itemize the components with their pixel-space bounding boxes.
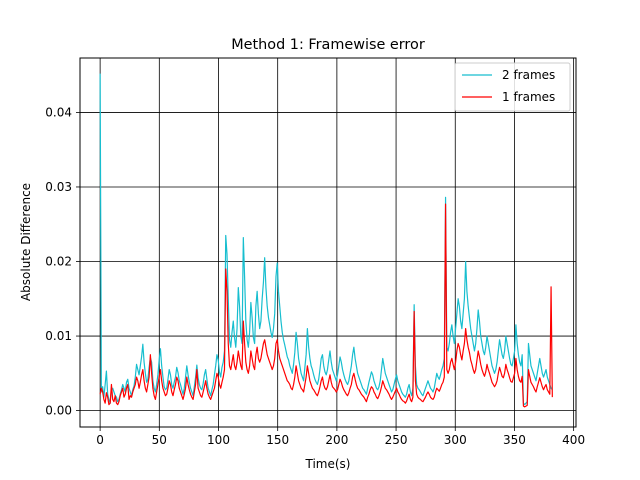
y-tick-label: 0.00 bbox=[45, 404, 72, 418]
y-tick-label: 0.02 bbox=[45, 255, 72, 269]
x-tick-label: 50 bbox=[152, 433, 167, 447]
x-tick-label: 0 bbox=[96, 433, 104, 447]
axes-frame bbox=[79, 57, 577, 428]
y-tick-label: 0.03 bbox=[45, 180, 72, 194]
series-line-2-frames bbox=[99, 73, 553, 406]
legend-label-2-frames: 2 frames bbox=[502, 68, 555, 82]
y-tick-label: 0.01 bbox=[45, 329, 72, 343]
x-tick-label: 150 bbox=[266, 433, 289, 447]
x-axis-ticks: 0 50 100 150 200 250 300 350 400 bbox=[96, 427, 585, 447]
x-tick-label: 400 bbox=[562, 433, 585, 447]
chart-title: Method 1: Framewise error bbox=[231, 37, 425, 53]
gridlines bbox=[80, 58, 576, 427]
legend: 2 frames 1 frames bbox=[454, 62, 571, 112]
y-axis-ticks: 0.00 0.01 0.02 0.03 0.04 bbox=[45, 105, 80, 418]
x-axis-label: Time(s) bbox=[305, 457, 351, 471]
legend-label-1-frames: 1 frames bbox=[502, 90, 555, 104]
x-tick-label: 350 bbox=[503, 433, 526, 447]
series-line-1-frames bbox=[99, 203, 553, 408]
series-layer bbox=[99, 73, 553, 408]
y-tick-label: 0.04 bbox=[45, 105, 72, 119]
y-axis-label: Absolute Difference bbox=[19, 183, 33, 301]
x-tick-label: 200 bbox=[325, 433, 348, 447]
x-tick-label: 250 bbox=[385, 433, 408, 447]
x-tick-label: 100 bbox=[207, 433, 230, 447]
x-tick-label: 300 bbox=[444, 433, 467, 447]
